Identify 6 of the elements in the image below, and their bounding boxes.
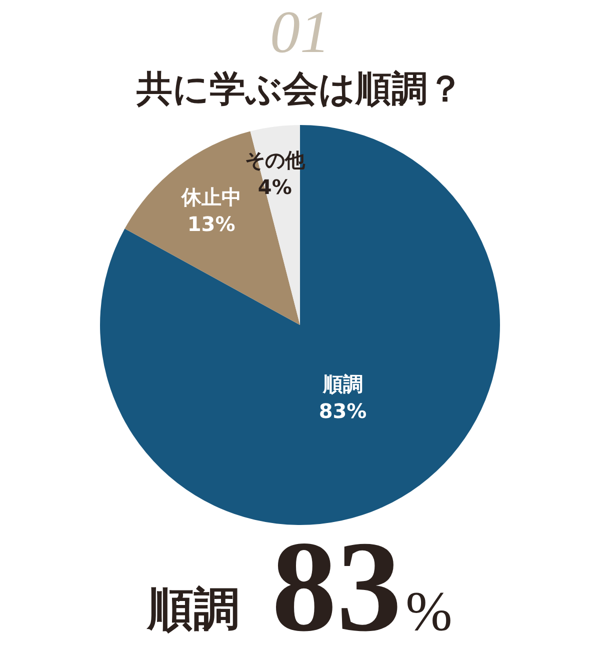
text: 01	[270, 0, 330, 65]
slice-label: 順調	[322, 372, 363, 396]
slice-label: 休止中	[180, 185, 242, 210]
data-label: 13%	[187, 212, 236, 236]
data-label: 83%	[318, 398, 367, 423]
chart-title: 共に学ぶ会は順調？	[136, 68, 464, 110]
